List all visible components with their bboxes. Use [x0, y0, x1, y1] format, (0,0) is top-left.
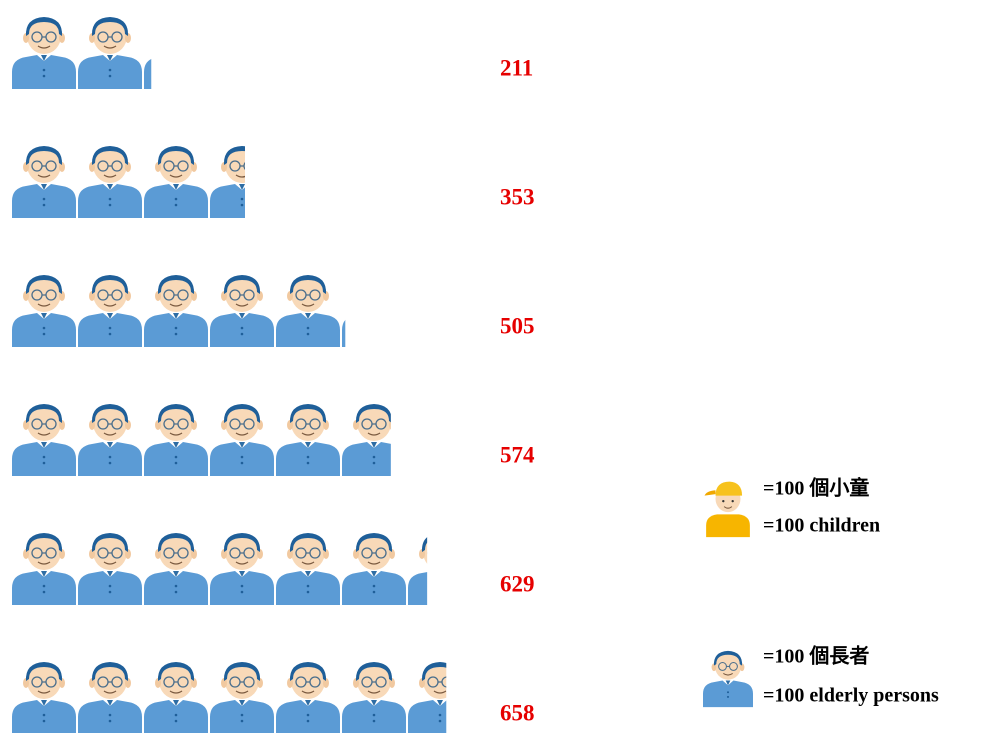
elder-icon [342, 661, 406, 733]
elder-icon [144, 16, 152, 89]
icon-row [12, 274, 346, 347]
elder-icon [12, 403, 76, 476]
icon-row [12, 403, 391, 476]
elder-icon [78, 274, 142, 347]
elder-icon [276, 274, 340, 347]
elder-icon [78, 403, 142, 476]
elder-icon [78, 145, 142, 218]
elder-icon [210, 661, 274, 733]
elder-icon [408, 661, 447, 733]
elder-icon [12, 532, 76, 605]
elder-icon [78, 16, 142, 89]
elder-icon [144, 274, 208, 347]
legend-text: =100 children [763, 515, 880, 537]
elder-icon [144, 661, 208, 733]
icon-row [12, 145, 245, 218]
elder-icon [144, 145, 208, 218]
value-label: 211 [500, 55, 533, 80]
legend: =100 個小童 =100 children =100 個長者 =100 eld… [703, 476, 939, 708]
icon-row [12, 661, 447, 733]
elder-icon [210, 532, 274, 605]
value-label: 658 [500, 700, 535, 725]
elder-icon [342, 532, 406, 605]
elder-icon [144, 532, 208, 605]
elder-icon [12, 274, 76, 347]
elder-icon [276, 532, 340, 605]
elder-icon [144, 403, 208, 476]
value-label: 629 [500, 571, 535, 596]
legend-text: =100 個長者 [763, 644, 869, 668]
elder-icon [12, 16, 76, 89]
elder-icon [78, 532, 142, 605]
elder-icon [210, 274, 274, 347]
elder-icon [12, 145, 76, 218]
child-legend-icon [703, 481, 751, 538]
elder-legend-icon [703, 650, 753, 708]
elder-icon [78, 661, 142, 733]
legend-text: =100 elderly persons [763, 685, 939, 707]
value-label: 574 [500, 442, 535, 467]
elder-icon [12, 661, 76, 733]
elder-icon [342, 403, 391, 476]
elder-icon [342, 274, 346, 347]
legend-text: =100 個小童 [763, 476, 869, 500]
icon-row [12, 16, 152, 89]
value-label: 353 [500, 184, 535, 209]
elder-icon [408, 532, 428, 605]
value-label: 505 [500, 313, 535, 338]
elder-icon [210, 145, 245, 218]
elder-icon [276, 661, 340, 733]
icon-row [12, 532, 428, 605]
elder-icon [210, 403, 274, 476]
elder-icon [276, 403, 340, 476]
